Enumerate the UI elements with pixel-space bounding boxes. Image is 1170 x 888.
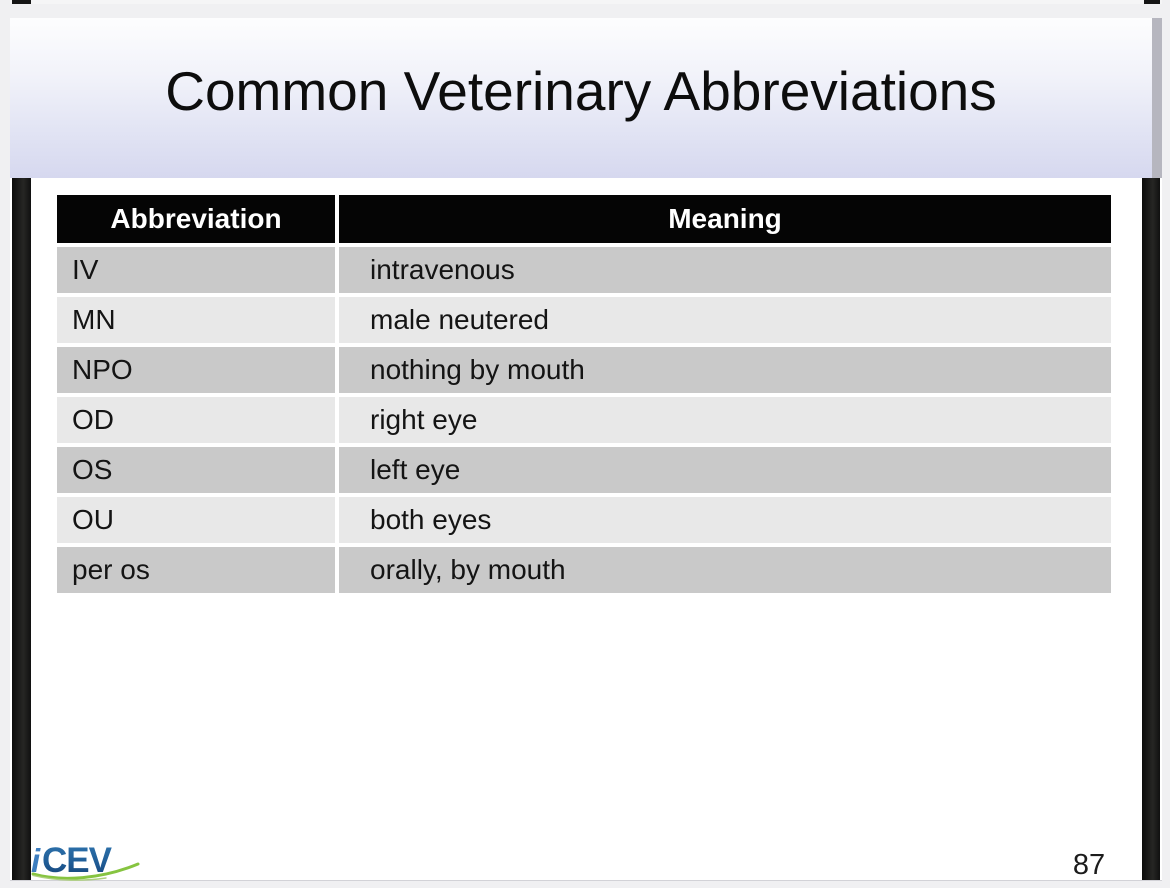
abbreviation-cell: NPO <box>57 347 335 393</box>
previous-slide-edge <box>10 0 1162 4</box>
right-filmstrip-bar <box>1142 178 1160 880</box>
abbreviation-table: Abbreviation Meaning IV intravenous MN m… <box>57 195 1111 593</box>
table-row: OS left eye <box>57 447 1111 493</box>
abbreviation-cell: OD <box>57 397 335 443</box>
abbreviation-cell: IV <box>57 247 335 293</box>
table-row: OD right eye <box>57 397 1111 443</box>
table-row: IV intravenous <box>57 247 1111 293</box>
column-header-meaning: Meaning <box>339 195 1111 243</box>
abbreviation-cell: per os <box>57 547 335 593</box>
abbreviation-cell: MN <box>57 297 335 343</box>
meaning-cell: intravenous <box>339 247 1111 293</box>
meaning-cell: right eye <box>339 397 1111 443</box>
abbreviation-cell: OU <box>57 497 335 543</box>
logo-letter-i: i <box>31 842 41 879</box>
meaning-cell: orally, by mouth <box>339 547 1111 593</box>
logo-letters-cev: CEV <box>42 841 113 880</box>
table-row: per os orally, by mouth <box>57 547 1111 593</box>
page-number: 87 <box>1072 849 1106 881</box>
previous-slide-right-bar <box>1144 0 1160 4</box>
table-row: MN male neutered <box>57 297 1111 343</box>
meaning-cell: nothing by mouth <box>339 347 1111 393</box>
table-row: OU both eyes <box>57 497 1111 543</box>
logo-swoosh-echo <box>32 874 107 881</box>
left-filmstrip-bar <box>12 178 31 880</box>
table-header-row: Abbreviation Meaning <box>57 195 1111 243</box>
logo-swoosh <box>31 862 140 880</box>
slide: Common Veterinary Abbreviations Abbrevia… <box>10 18 1162 881</box>
meaning-cell: left eye <box>339 447 1111 493</box>
slide-title: Common Veterinary Abbreviations <box>165 60 997 122</box>
column-header-abbreviation: Abbreviation <box>57 195 335 243</box>
table-row: NPO nothing by mouth <box>57 347 1111 393</box>
meaning-cell: both eyes <box>339 497 1111 543</box>
icev-logo: i CEV <box>30 841 142 883</box>
previous-slide-left-bar <box>12 0 31 4</box>
abbreviation-cell: OS <box>57 447 335 493</box>
title-band: Common Veterinary Abbreviations <box>10 18 1152 178</box>
icev-logo-graphic: i CEV <box>31 841 140 881</box>
meaning-cell: male neutered <box>339 297 1111 343</box>
